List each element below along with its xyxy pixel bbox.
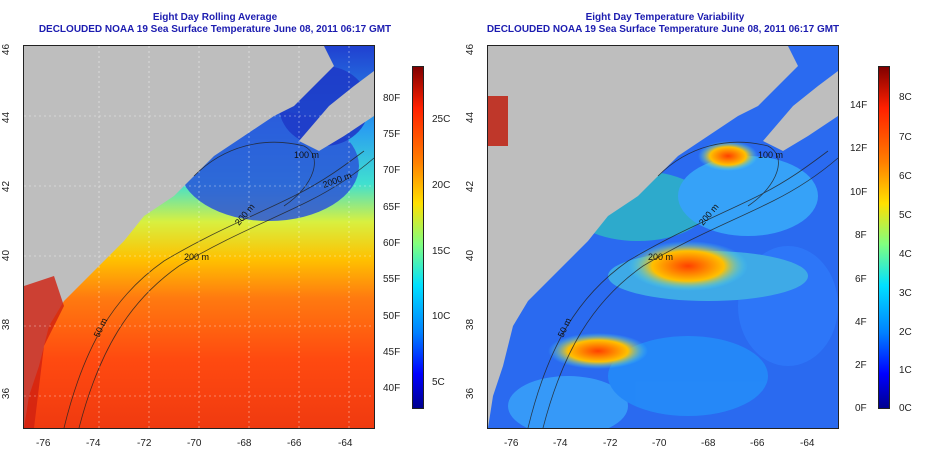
left-cb-c: 20C xyxy=(432,180,451,191)
right-lat-tick: 38 xyxy=(465,318,477,331)
left-cb-c: 25C xyxy=(432,114,451,125)
left-sst-map: 200 m 200 m 2000 m 100 m 50 m xyxy=(23,45,375,429)
right-cb-c: 4C xyxy=(899,249,912,260)
right-lat-tick: 40 xyxy=(465,249,477,262)
left-lon-tick: -64 xyxy=(338,438,353,449)
left-lat-tick: 38 xyxy=(1,318,13,331)
left-cb-f: 50F xyxy=(383,311,401,322)
contour-label-100: 100 m xyxy=(294,150,319,160)
left-lon-tick: -68 xyxy=(237,438,252,449)
right-cb-f: 4F xyxy=(855,317,867,328)
left-cb-f: 65F xyxy=(383,202,401,213)
right-lon-tick: -74 xyxy=(553,438,568,449)
land-mass xyxy=(24,46,334,428)
left-cb-c: 10C xyxy=(432,311,451,322)
right-variability-map: 200 m 200 m 100 m 50 m xyxy=(487,45,839,429)
left-cb-f: 75F xyxy=(383,129,401,140)
right-lon-tick: -64 xyxy=(800,438,815,449)
right-cb-f: 12F xyxy=(850,143,868,154)
right-lat-tick: 46 xyxy=(465,43,477,56)
right-title-line1: Eight Day Temperature Variability xyxy=(585,12,745,23)
left-cb-f: 40F xyxy=(383,383,401,394)
right-colorbar xyxy=(878,66,890,409)
right-lon-tick: -68 xyxy=(701,438,716,449)
left-colorbar xyxy=(412,66,424,409)
left-cb-f: 60F xyxy=(383,238,401,249)
right-cb-c: 0C xyxy=(899,403,912,414)
right-cb-f: 10F xyxy=(850,187,868,198)
right-lon-tick: -72 xyxy=(603,438,618,449)
right-cb-f: 8F xyxy=(855,230,867,241)
contour-label-200: 200 m xyxy=(184,252,209,262)
left-lon-tick: -74 xyxy=(86,438,101,449)
left-lat-tick: 36 xyxy=(1,387,13,400)
left-title-line1: Eight Day Rolling Average xyxy=(152,12,278,23)
left-lon-tick: -66 xyxy=(287,438,302,449)
left-cb-f: 80F xyxy=(383,93,401,104)
left-cb-c: 15C xyxy=(432,246,451,257)
right-cb-c: 6C xyxy=(899,171,912,182)
right-cb-c: 1C xyxy=(899,365,912,376)
left-title-line2: DECLOUDED NOAA 19 Sea Surface Temperatur… xyxy=(38,24,392,35)
right-lat-tick: 42 xyxy=(465,180,477,193)
left-cb-f: 70F xyxy=(383,165,401,176)
left-cb-f: 45F xyxy=(383,347,401,358)
left-lat-tick: 42 xyxy=(1,180,13,193)
left-lat-tick: 46 xyxy=(1,43,13,56)
right-lat-tick: 44 xyxy=(465,111,477,124)
left-lon-tick: -70 xyxy=(187,438,202,449)
right-lon-tick: -70 xyxy=(652,438,667,449)
right-lon-tick: -76 xyxy=(504,438,519,449)
right-cb-f: 6F xyxy=(855,274,867,285)
right-cb-f: 2F xyxy=(855,360,867,371)
right-lon-tick: -66 xyxy=(750,438,765,449)
right-cb-c: 8C xyxy=(899,92,912,103)
contour-label-100: 100 m xyxy=(758,150,783,160)
left-lon-tick: -76 xyxy=(36,438,51,449)
left-cb-f: 55F xyxy=(383,274,401,285)
left-cb-c: 5C xyxy=(432,377,445,388)
right-cb-c: 7C xyxy=(899,132,912,143)
left-lat-tick: 40 xyxy=(1,249,13,262)
right-cb-f: 14F xyxy=(850,100,868,111)
right-cb-c: 5C xyxy=(899,210,912,221)
left-lat-tick: 44 xyxy=(1,111,13,124)
right-lat-tick: 36 xyxy=(465,387,477,400)
right-cb-c: 2C xyxy=(899,327,912,338)
right-cb-c: 3C xyxy=(899,288,912,299)
left-lon-tick: -72 xyxy=(137,438,152,449)
contour-label-200: 200 m xyxy=(648,252,673,262)
right-title-line2: DECLOUDED NOAA 19 Sea Surface Temperatur… xyxy=(486,24,840,35)
right-cb-f: 0F xyxy=(855,403,867,414)
